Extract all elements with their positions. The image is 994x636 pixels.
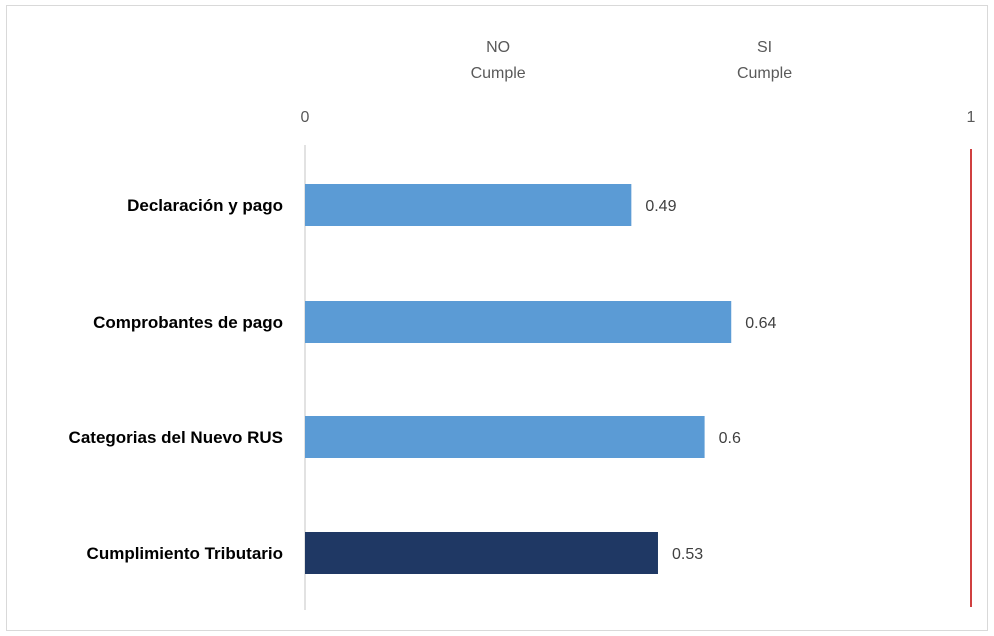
bar [305, 416, 705, 458]
category-label: Declaración y pago [127, 196, 283, 215]
chart-value-labels: 0.49 0.64 0.6 0.53 [645, 198, 776, 563]
x-tick-label: 1 [967, 109, 976, 126]
bar [305, 532, 658, 574]
header-label-no-cumple: NO Cumple [471, 39, 526, 82]
chart-header-labels: NO Cumple SI Cumple [471, 39, 793, 82]
data-label: 0.64 [745, 315, 776, 332]
category-label: Comprobantes de pago [93, 313, 283, 332]
data-label: 0.49 [645, 198, 676, 215]
header-label-si-cumple: SI Cumple [737, 39, 792, 82]
category-label: Cumplimiento Tributario [87, 544, 283, 563]
chart-category-labels: Declaración y pago Comprobantes de pago Ca… [69, 196, 283, 563]
bar [305, 301, 732, 343]
bar [305, 184, 632, 226]
data-label: 0.53 [672, 546, 703, 563]
category-label: Categorias del Nuevo RUS [69, 428, 283, 447]
chart-bars [305, 184, 732, 574]
data-label: 0.6 [719, 430, 741, 447]
x-tick-label: 0 [301, 109, 310, 126]
